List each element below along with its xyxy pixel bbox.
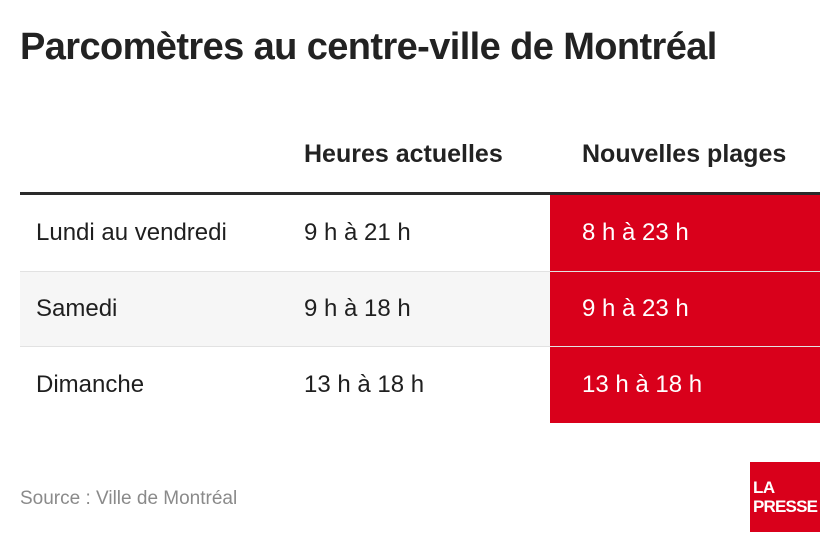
new-hours-cell: 8 h à 23 h: [550, 195, 820, 271]
column-header-current-hours: Heures actuelles: [304, 140, 503, 168]
new-hours-cell: 9 h à 23 h: [550, 272, 820, 346]
parking-hours-table: Heures actuelles Nouvelles plages Lundi …: [20, 130, 820, 423]
logo-line-1: LA: [753, 478, 775, 497]
current-hours-cell: 9 h à 18 h: [304, 295, 411, 322]
new-hours-cell: 13 h à 18 h: [550, 347, 820, 423]
logo-line-2: PRESSE: [753, 497, 818, 516]
column-header-new-hours: Nouvelles plages: [582, 140, 787, 168]
day-cell: Lundi au vendredi: [36, 219, 227, 246]
source-credit: Source : Ville de Montréal: [20, 488, 238, 509]
current-hours-cell: 13 h à 18 h: [304, 371, 425, 398]
current-hours-cell: 9 h à 21 h: [304, 219, 411, 246]
la-presse-logo: LA PRESSE: [750, 462, 820, 532]
day-cell: Samedi: [36, 295, 118, 322]
page-title: Parcomètres au centre-ville de Montréal: [20, 26, 717, 68]
table-row: Lundi au vendredi 9 h à 21 h 8 h à 23 h: [20, 195, 820, 271]
table-row: Samedi 9 h à 18 h 9 h à 23 h: [20, 271, 820, 347]
table-header: Heures actuelles Nouvelles plages: [20, 130, 820, 195]
table-row: Dimanche 13 h à 18 h 13 h à 18 h: [20, 347, 820, 423]
day-cell: Dimanche: [36, 371, 145, 398]
